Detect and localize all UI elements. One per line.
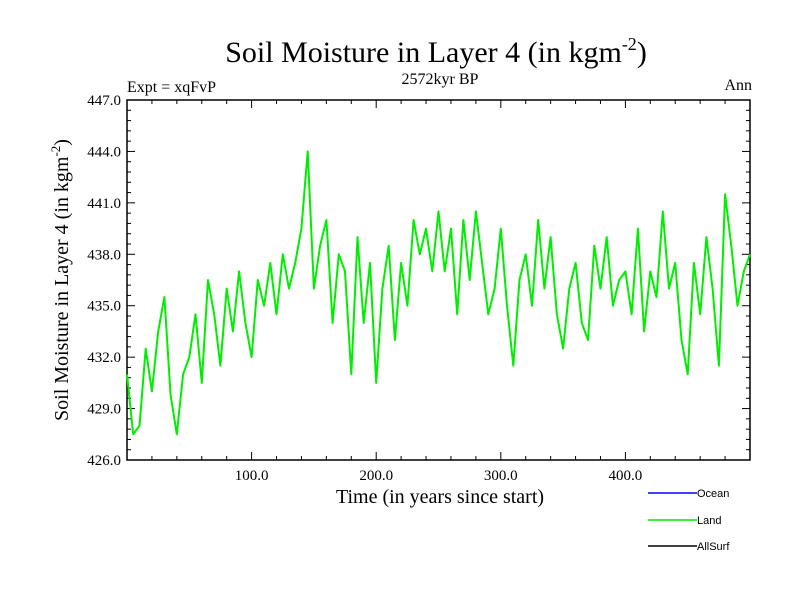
x-axis-label: Time (in years since start) bbox=[336, 486, 544, 508]
y-tick-label: 447.0 bbox=[87, 93, 121, 109]
legend-label-land: Land bbox=[697, 515, 721, 527]
y-axis-label-text: Soil Moisture in Layer 4 (in kgm bbox=[51, 156, 73, 421]
legend-label-ocean: Ocean bbox=[697, 488, 729, 500]
x-tick-labels: 100.0 200.0 300.0 400.0 bbox=[235, 468, 643, 484]
x-tick-label: 300.0 bbox=[484, 468, 518, 484]
y-axis-label-superscript: -2 bbox=[48, 146, 63, 157]
chart-title-close: ) bbox=[637, 36, 647, 69]
y-tick-label: 435.0 bbox=[87, 299, 121, 315]
y-tick-label: 438.0 bbox=[87, 247, 121, 263]
y-tick-label: 429.0 bbox=[87, 402, 121, 418]
chart-title: Soil Moisture in Layer 4 (in kgm-2) bbox=[225, 34, 647, 69]
plot-frame bbox=[126, 99, 751, 461]
y-tick-label: 432.0 bbox=[87, 350, 121, 366]
chart-title-superscript: -2 bbox=[622, 34, 637, 54]
chart-title-text: Soil Moisture in Layer 4 (in kgm bbox=[225, 36, 622, 69]
x-tick-label: 200.0 bbox=[359, 468, 393, 484]
y-axis-label: Soil Moisture in Layer 4 (in kgm-2) bbox=[48, 139, 73, 421]
y-tick-label: 444.0 bbox=[87, 144, 121, 160]
y-axis-label-close: ) bbox=[51, 139, 73, 146]
chart-subtitle: 2572kyr BP bbox=[402, 71, 479, 88]
y-tick-label: 441.0 bbox=[87, 196, 121, 212]
y-tick-labels: 426.0 429.0 432.0 435.0 438.0 441.0 444.0 447.0 bbox=[87, 93, 121, 469]
x-tick-label: 400.0 bbox=[609, 468, 643, 484]
season-label: Ann bbox=[724, 77, 752, 94]
legend: Ocean Land AllSurf bbox=[648, 488, 730, 553]
experiment-label: Expt = xqFvP bbox=[127, 79, 216, 96]
y-tick-label: 426.0 bbox=[87, 453, 121, 469]
legend-label-allsurf: AllSurf bbox=[697, 541, 730, 553]
axis-ticks bbox=[127, 99, 750, 461]
series-line-land bbox=[126, 150, 751, 436]
x-tick-label: 100.0 bbox=[235, 468, 269, 484]
